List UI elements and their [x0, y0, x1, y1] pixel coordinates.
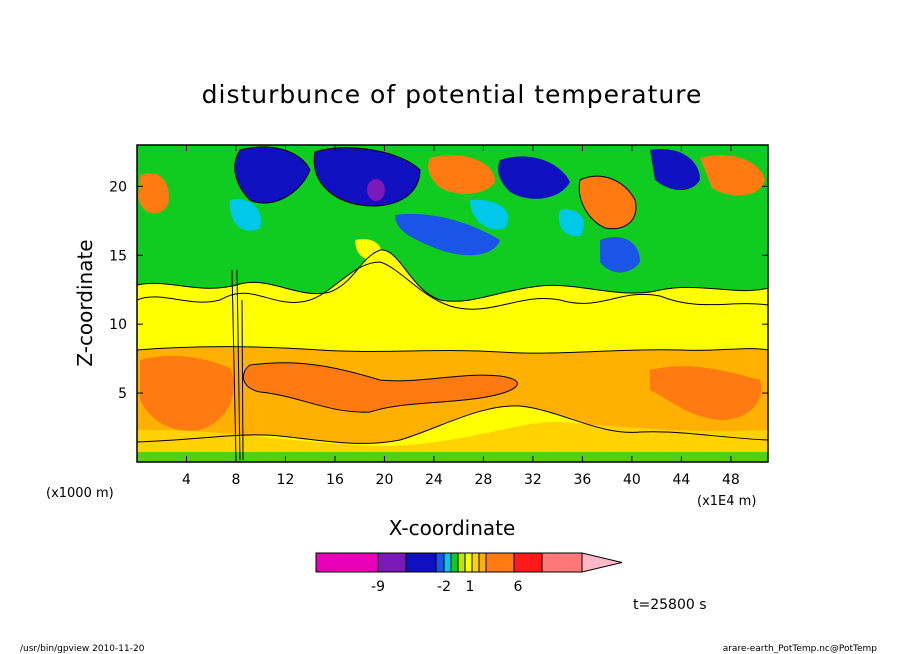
colorbar-extend-arrow: [581, 552, 623, 573]
x-tick-label: 44: [672, 472, 690, 488]
band-orange-right: [650, 366, 762, 420]
yellow-tongue: [355, 238, 381, 260]
warm-anomaly-top: [428, 155, 495, 194]
colorbar-label: 6: [514, 579, 523, 595]
x-tick-label: 32: [524, 472, 542, 488]
x-tick-label: 24: [425, 472, 443, 488]
x-tick-label: 36: [573, 472, 591, 488]
cold-anomaly-west: [234, 146, 310, 204]
x-tick-label: 4: [182, 472, 191, 488]
band-yellow-upper: [137, 249, 768, 340]
warm-anomaly-left: [138, 173, 169, 214]
band-orange-deep: [243, 362, 518, 413]
band-orange-left: [140, 355, 234, 431]
x-unit-label: (x1E4 m): [697, 494, 756, 509]
colorbar-label: 1: [466, 579, 475, 595]
cold-anomaly-core: [367, 179, 385, 201]
cyan-patch-2: [470, 199, 509, 230]
x-tick-label: 40: [623, 472, 641, 488]
y-tick-label: 15: [109, 248, 127, 264]
colorbar-swatch: [485, 552, 515, 573]
chart-title: disturbunce of potential temperature: [202, 80, 703, 109]
x-tick-label: 12: [277, 472, 295, 488]
y-axis-ticks: 5 10 15 20: [109, 179, 768, 402]
y-tick-label: 20: [109, 179, 127, 195]
x-tick-label: 16: [326, 472, 344, 488]
time-label: t=25800 s: [633, 597, 707, 613]
cold-anomaly-center: [314, 147, 420, 206]
x-tick-label: 20: [376, 472, 394, 488]
y-unit-label: (x1000 m): [46, 486, 114, 501]
colorbar-swatch: [405, 552, 437, 573]
colorbar: -9 -2 1 6: [315, 552, 623, 595]
colorbar-swatch: [457, 552, 466, 573]
colorbar-swatch: [478, 552, 487, 573]
cyan-patch: [229, 199, 261, 231]
colorbar-swatch: [435, 552, 445, 573]
warm-anomaly-far-right: [700, 155, 765, 196]
colorbar-swatch: [513, 552, 543, 573]
plot-area: [137, 145, 768, 462]
contour-lines: [137, 146, 768, 444]
cold-anomaly-top-right: [650, 149, 700, 191]
footer-right: arare-earth_PotTemp.nc@PotTemp: [723, 644, 878, 654]
footer-left: /usr/bin/gpview 2010-11-20: [20, 644, 145, 654]
colorbar-swatch: [377, 552, 407, 573]
x-tick-label: 8: [232, 472, 241, 488]
colorbar-swatch: [450, 552, 459, 573]
cold-anomaly-right: [600, 236, 640, 273]
warm-anomaly-right: [579, 176, 636, 229]
colorbar-swatch: [541, 552, 583, 573]
x-axis-ticks: 4 8 12 16 20 24 28 32 36 40 44 48: [182, 145, 740, 488]
cold-anomaly-ridge: [395, 213, 500, 256]
plot-frame: [136, 144, 769, 463]
y-axis-label: Z-coordinate: [73, 239, 97, 366]
colorbar-swatch: [443, 552, 452, 573]
band-yellow-surface: [137, 421, 768, 462]
x-tick-label: 48: [722, 472, 740, 488]
colorbar-label: -9: [371, 579, 385, 595]
y-tick-label: 5: [118, 386, 127, 402]
band-green-ground: [137, 452, 768, 462]
cold-anomaly-east: [498, 156, 570, 199]
colorbar-swatch: [464, 552, 473, 573]
y-tick-label: 10: [109, 317, 127, 333]
colorbar-swatch: [471, 552, 480, 573]
cyan-patch-3: [558, 209, 584, 237]
colorbar-swatch: [315, 552, 379, 573]
x-tick-label: 28: [475, 472, 493, 488]
colorbar-label: -2: [437, 579, 451, 595]
vertical-contour-bundle: [231, 269, 244, 461]
x-axis-label: X-coordinate: [389, 516, 516, 540]
